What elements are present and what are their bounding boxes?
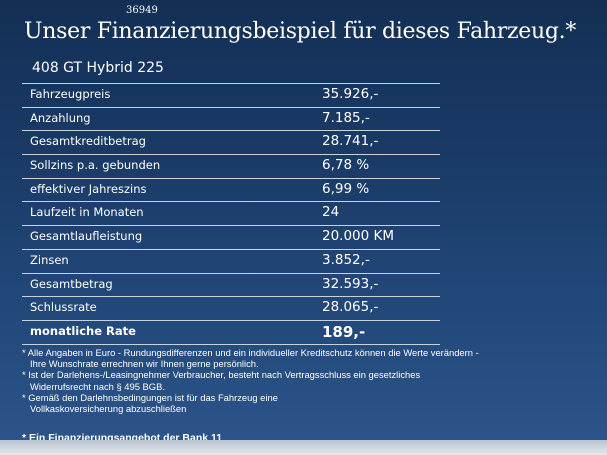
row-value: 32.593,-	[322, 275, 379, 292]
footnote: * Alle Angaben in Euro - Rundungsdiffere…	[22, 347, 582, 369]
row-label: Zinsen	[30, 252, 69, 267]
table-row: Gesamtlaufleistung 20.000 KM	[22, 225, 440, 249]
table-row: Gesamtkreditbetrag 28.741,-	[22, 130, 440, 154]
footnotes: * Alle Angaben in Euro - Rundungsdiffere…	[22, 347, 582, 414]
bottom-shadow	[0, 440, 607, 455]
row-label: Gesamtlaufleistung	[30, 229, 143, 244]
table-row: Zinsen 3.852,-	[22, 248, 440, 273]
footnote-line: * Gemäß den Darlehnsbedingungen ist für …	[22, 391, 278, 403]
row-value: 3.852,-	[322, 251, 370, 268]
row-label: Sollzins p.a. gebunden	[30, 158, 161, 173]
table-row: effektiver Jahreszins 6,99 %	[22, 177, 440, 202]
row-label: Gesamtkreditbetrag	[30, 134, 146, 149]
row-label: Anzahlung	[30, 110, 91, 125]
row-label: Gesamtbetrag	[30, 276, 113, 291]
footnote: * Ist der Darlehens-/Leasingnehmer Verbr…	[22, 369, 582, 391]
financing-table: Fahrzeugpreis 35.926,- Anzahlung 7.185,-…	[22, 83, 440, 345]
footnote-line: Vollkaskoversicherung abzuschließen	[30, 403, 187, 415]
row-label: Fahrzeugpreis	[30, 87, 111, 101]
row-label: monatliche Rate	[30, 323, 136, 338]
row-value: 6,99 %	[322, 180, 370, 197]
row-value: 35.926,-	[322, 86, 379, 102]
row-value: 6,78 %	[322, 157, 370, 174]
vehicle-model: 408 GT Hybrid 225	[32, 60, 164, 76]
footnote: * Gemäß den Darlehnsbedingungen ist für …	[22, 392, 582, 414]
table-row: Gesamtbetrag 32.593,-	[22, 272, 440, 297]
table-row: Sollzins p.a. gebunden 6,78 %	[22, 154, 440, 178]
row-value: 24	[322, 204, 340, 221]
footnote-line: * Ist der Darlehens-/Leasingnehmer Verbr…	[22, 369, 421, 381]
row-value: 189,-	[322, 322, 366, 341]
footnote-line: * Alle Angaben in Euro - Rundungsdiffere…	[22, 347, 479, 358]
row-label: Laufzeit in Monaten	[30, 205, 144, 220]
table-row: Schlussrate 28.065,-	[22, 296, 440, 320]
row-value: 7.185,-	[322, 109, 370, 126]
page-title: Unser Finanzierungsbeispiel für dieses F…	[24, 19, 577, 44]
table-row: Laufzeit in Monaten 24	[22, 201, 440, 225]
row-label: Schlussrate	[30, 300, 97, 315]
row-value: 20.000 KM	[322, 228, 395, 245]
table-row: Anzahlung 7.185,-	[22, 106, 440, 131]
financing-slide: 36949 Unser Finanzierungsbeispiel für di…	[0, 0, 607, 440]
vehicle-code: 36949	[126, 5, 158, 16]
table-row: Fahrzeugpreis 35.926,-	[22, 83, 440, 107]
row-value: 28.741,-	[322, 133, 379, 150]
footnote-line: Widerrufsrecht nach § 495 BGB.	[30, 380, 165, 392]
row-value: 28.065,-	[322, 299, 379, 316]
row-label: effektiver Jahreszins	[30, 181, 147, 196]
footnote-line: Ihre Wunschrate errechnen wir Ihnen gern…	[30, 358, 259, 370]
table-row-monthly-rate: monatliche Rate 189,-	[22, 319, 440, 345]
